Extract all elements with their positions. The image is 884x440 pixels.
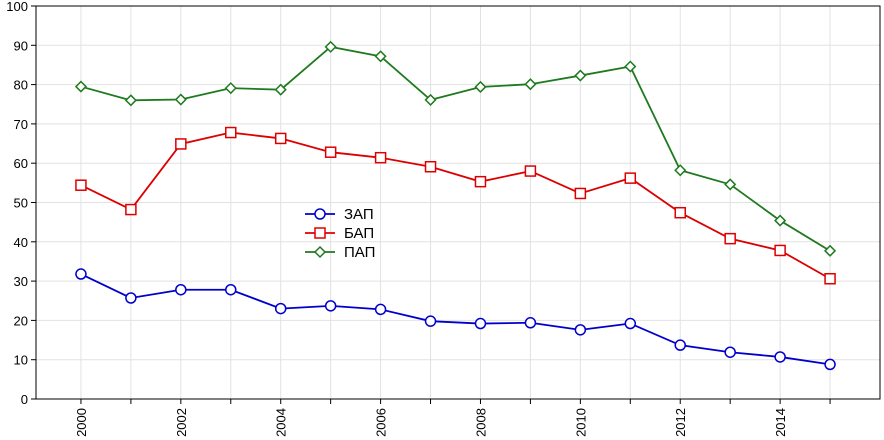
legend-item: ЗАП [305,206,374,223]
data-point [774,244,786,257]
data-point [225,283,237,296]
data-point [374,50,387,63]
data-point [824,272,836,285]
legend: ЗАП БАП ПАП [305,206,375,261]
data-point [424,93,437,106]
legend-label: ЗАП [344,206,374,223]
data-point [774,214,787,227]
data-point [374,151,387,164]
y-tick-label: 90 [14,38,28,53]
y-tick-label: 20 [14,313,28,328]
data-point [724,346,736,358]
data-point [574,324,587,336]
y-tick-label: 80 [14,78,28,93]
legend-item: БАП [305,225,374,242]
data-point [474,175,487,188]
series-3 [74,40,837,257]
data-point [424,160,437,173]
series-line [80,45,831,252]
data-point [324,40,337,53]
data-point [474,80,487,94]
data-point [324,146,337,158]
data-point [124,94,137,107]
data-point [524,78,537,91]
data-point [175,283,187,296]
data-point [224,82,237,95]
legend-swatch-marker [314,208,326,220]
y-tick-label: 50 [14,196,28,211]
data-point [125,203,137,216]
data-point [274,302,287,315]
axis-ticks: 0 10 20 30 40 50 60 70 80 90 100 2000 2002 2004 2006 20… [6,0,831,437]
x-tick-label: 2002 [174,408,189,437]
data-point [74,80,88,93]
data-point [774,351,786,363]
legend-swatch-marker [313,245,327,259]
data-point [324,300,337,312]
data-point [823,244,837,257]
series-line [80,131,831,280]
series-group [74,40,837,371]
x-tick-label: 2014 [773,408,788,437]
y-tick-label: 60 [14,156,28,171]
data-point [274,132,287,145]
y-tick-label: 70 [14,117,28,132]
data-point [574,187,587,200]
data-point [724,232,736,245]
series-line [80,273,831,366]
data-point [624,317,637,330]
data-point [75,268,87,280]
x-tick-label: 2004 [274,408,289,437]
data-point [125,292,137,304]
data-point [624,60,637,73]
data-point [574,69,587,82]
y-tick-label: 100 [6,0,28,14]
y-tick-label: 10 [14,353,28,368]
y-tick-label: 0 [21,392,28,407]
legend-label: БАП [344,225,374,242]
data-point [674,164,687,177]
legend-item: ПАП [305,244,375,261]
data-point [474,317,487,330]
data-point [824,358,836,371]
data-point [75,179,87,191]
data-point [225,126,237,139]
y-tick-label: 30 [14,274,28,289]
data-point [424,315,437,327]
x-tick-label: 2010 [573,408,588,437]
data-point [175,138,187,150]
legend-swatch-marker [314,227,326,239]
series-1 [75,268,836,371]
x-tick-label: 2006 [374,408,389,437]
x-tick-label: 2000 [74,408,89,437]
data-point [524,317,537,329]
data-point [274,83,287,96]
series-2 [75,126,836,285]
data-point [624,172,637,184]
gridlines [36,5,880,400]
data-point [724,178,737,191]
data-point [674,339,686,351]
y-tick-label: 40 [14,235,28,250]
data-point [374,303,387,316]
x-tick-label: 2012 [673,408,688,437]
data-point [524,165,537,177]
data-point [674,206,686,219]
data-point [174,93,187,106]
legend-label: ПАП [344,244,375,261]
x-tick-label: 2008 [473,408,488,437]
